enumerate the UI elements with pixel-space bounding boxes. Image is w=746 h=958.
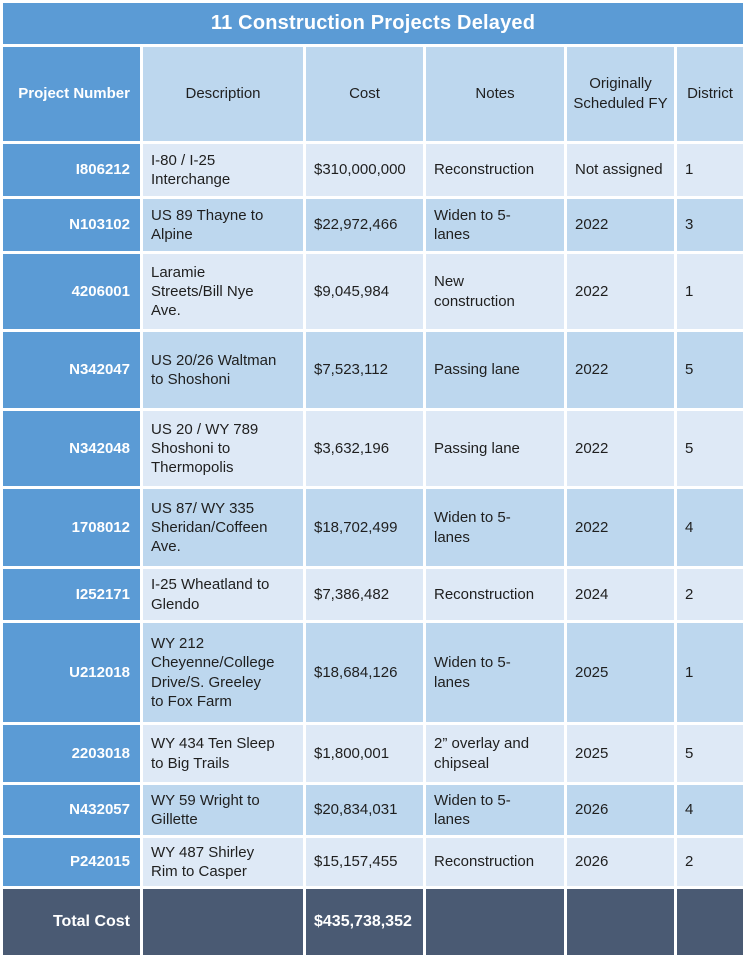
cell-originally-scheduled-fy: 2026 xyxy=(567,838,674,886)
cell-district: 5 xyxy=(677,725,744,782)
cell-originally-scheduled-fy: 2022 xyxy=(567,411,674,486)
table-row: 2203018 WY 434 Ten Sleep to Big Trails $1,… xyxy=(3,725,744,782)
cell-project-number: N342047 xyxy=(3,332,140,408)
total-empty-cell xyxy=(426,889,564,955)
cell-district: 4 xyxy=(677,489,744,566)
cell-originally-scheduled-fy: 2024 xyxy=(567,569,674,620)
table-row: P242015 WY 487 Shirley Rim to Casper $15,1… xyxy=(3,838,744,886)
cell-notes: Widen to 5-lanes xyxy=(426,623,564,722)
cell-notes: Reconstruction xyxy=(426,569,564,620)
cell-description: WY 434 Ten Sleep to Big Trails xyxy=(143,725,303,782)
cell-description: WY 212 Cheyenne/College Drive/S. Greeley… xyxy=(143,623,303,722)
cell-originally-scheduled-fy: 2025 xyxy=(567,725,674,782)
cell-originally-scheduled-fy: 2022 xyxy=(567,489,674,566)
table-row: N342047 US 20/26 Waltman to Shoshoni $7,52… xyxy=(3,332,744,408)
table-row: I806212 I-80 / I-25 Interchange $310,000,0… xyxy=(3,144,744,196)
cell-cost: $7,386,482 xyxy=(306,569,423,620)
table-row: N342048 US 20 / WY 789 Shoshoni to Thermo… xyxy=(3,411,744,486)
cell-project-number: 2203018 xyxy=(3,725,140,782)
cell-project-number: N432057 xyxy=(3,785,140,835)
cell-cost: $7,523,112 xyxy=(306,332,423,408)
column-header-originally-scheduled-fy: Originally Scheduled FY xyxy=(567,47,674,141)
total-empty-cell xyxy=(677,889,744,955)
cell-description: I-80 / I-25 Interchange xyxy=(143,144,303,196)
cell-cost: $18,702,499 xyxy=(306,489,423,566)
cell-originally-scheduled-fy: 2022 xyxy=(567,199,674,251)
cell-originally-scheduled-fy: 2025 xyxy=(567,623,674,722)
cell-district: 2 xyxy=(677,569,744,620)
column-header-district: District xyxy=(677,47,744,141)
cell-originally-scheduled-fy: Not assigned xyxy=(567,144,674,196)
cell-project-number: 1708012 xyxy=(3,489,140,566)
cell-project-number: U212018 xyxy=(3,623,140,722)
cell-district: 1 xyxy=(677,254,744,329)
cell-originally-scheduled-fy: 2022 xyxy=(567,254,674,329)
column-header-project-number: Project Number xyxy=(3,47,140,141)
cell-cost: $18,684,126 xyxy=(306,623,423,722)
table-row: N103102 US 89 Thayne to Alpine $22,972,466… xyxy=(3,199,744,251)
total-empty-cell xyxy=(143,889,303,955)
cell-cost: $15,157,455 xyxy=(306,838,423,886)
total-row: Total Cost $435,738,352 xyxy=(3,889,744,955)
cell-district: 4 xyxy=(677,785,744,835)
title-row: 11 Construction Projects Delayed xyxy=(3,3,744,44)
cell-notes: Widen to 5-lanes xyxy=(426,785,564,835)
cell-project-number: P242015 xyxy=(3,838,140,886)
cell-originally-scheduled-fy: 2026 xyxy=(567,785,674,835)
cell-description: WY 487 Shirley Rim to Casper xyxy=(143,838,303,886)
cell-district: 2 xyxy=(677,838,744,886)
table-row: N432057 WY 59 Wright to Gillette $20,834,0… xyxy=(3,785,744,835)
table-row: 1708012 US 87/ WY 335 Sheridan/Coffeen Av… xyxy=(3,489,744,566)
cell-description: I-25 Wheatland to Glendo xyxy=(143,569,303,620)
cell-cost: $310,000,000 xyxy=(306,144,423,196)
cell-description: WY 59 Wright to Gillette xyxy=(143,785,303,835)
cell-cost: $9,045,984 xyxy=(306,254,423,329)
table-body: I806212 I-80 / I-25 Interchange $310,000,0… xyxy=(3,144,744,886)
table-row: 4206001 Laramie Streets/Bill Nye Ave. $9,0… xyxy=(3,254,744,329)
cell-district: 1 xyxy=(677,144,744,196)
table-row: I252171 I-25 Wheatland to Glendo $7,386,48… xyxy=(3,569,744,620)
cell-district: 3 xyxy=(677,199,744,251)
table-row: U212018 WY 212 Cheyenne/College Drive/S. … xyxy=(3,623,744,722)
cell-description: US 20/26 Waltman to Shoshoni xyxy=(143,332,303,408)
cell-notes: 2” overlay and chipseal xyxy=(426,725,564,782)
cell-project-number: I806212 xyxy=(3,144,140,196)
table-title: 11 Construction Projects Delayed xyxy=(3,3,744,44)
cell-originally-scheduled-fy: 2022 xyxy=(567,332,674,408)
column-header-cost: Cost xyxy=(306,47,423,141)
cell-cost: $1,800,001 xyxy=(306,725,423,782)
cell-notes: New construction xyxy=(426,254,564,329)
cell-notes: Reconstruction xyxy=(426,144,564,196)
total-cost-label: Total Cost xyxy=(3,889,140,955)
cell-project-number: N342048 xyxy=(3,411,140,486)
cell-notes: Passing lane xyxy=(426,332,564,408)
column-header-description: Description xyxy=(143,47,303,141)
cell-cost: $22,972,466 xyxy=(306,199,423,251)
cell-cost: $20,834,031 xyxy=(306,785,423,835)
total-empty-cell xyxy=(567,889,674,955)
cell-project-number: 4206001 xyxy=(3,254,140,329)
cell-district: 1 xyxy=(677,623,744,722)
cell-description: US 87/ WY 335 Sheridan/Coffeen Ave. xyxy=(143,489,303,566)
cell-cost: $3,632,196 xyxy=(306,411,423,486)
cell-description: US 20 / WY 789 Shoshoni to Thermopolis xyxy=(143,411,303,486)
cell-project-number: N103102 xyxy=(3,199,140,251)
column-header-row: Project Number Description Cost Notes Origin… xyxy=(3,47,744,141)
cell-project-number: I252171 xyxy=(3,569,140,620)
column-header-notes: Notes xyxy=(426,47,564,141)
cell-notes: Reconstruction xyxy=(426,838,564,886)
cell-district: 5 xyxy=(677,332,744,408)
total-cost-value: $435,738,352 xyxy=(306,889,423,955)
cell-notes: Widen to 5-lanes xyxy=(426,199,564,251)
cell-notes: Widen to 5-lanes xyxy=(426,489,564,566)
cell-description: US 89 Thayne to Alpine xyxy=(143,199,303,251)
cell-notes: Passing lane xyxy=(426,411,564,486)
cell-description: Laramie Streets/Bill Nye Ave. xyxy=(143,254,303,329)
cell-district: 5 xyxy=(677,411,744,486)
